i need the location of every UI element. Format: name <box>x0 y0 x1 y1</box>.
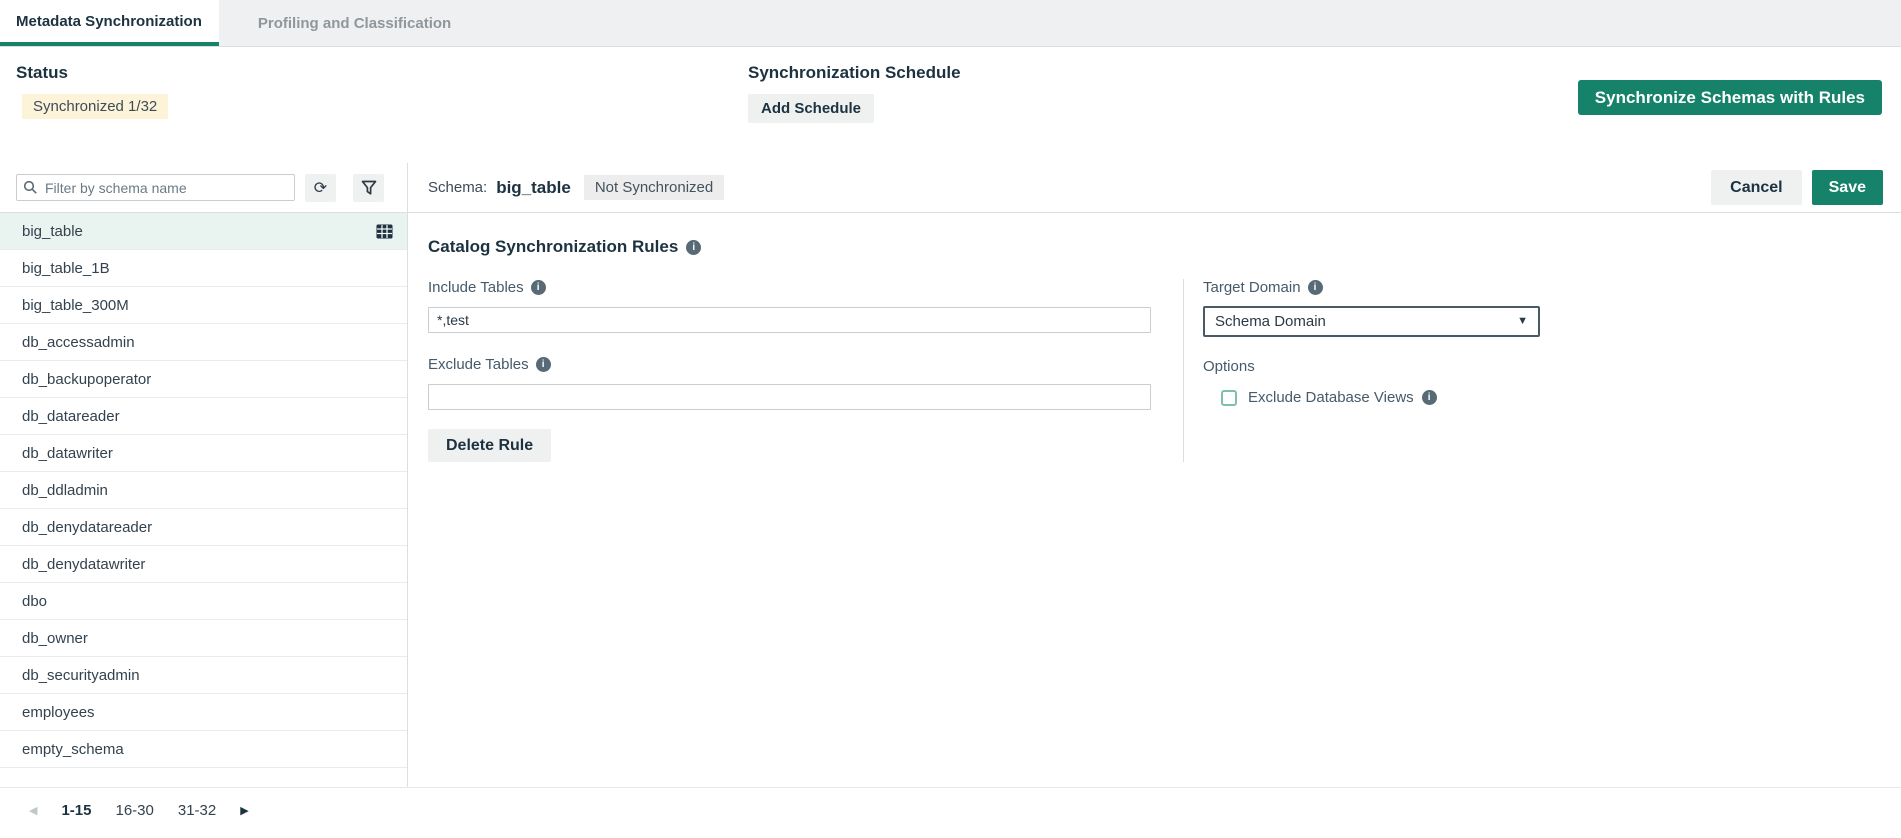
tab-bar: Metadata Synchronization Profiling and C… <box>0 0 1901 47</box>
schema-item-label: db_backupoperator <box>22 370 152 388</box>
schema-list-item[interactable]: empty_schema <box>0 731 407 768</box>
pagination-page-link[interactable]: 1-15 <box>61 802 92 819</box>
sidebar-toolbar: ⟳ <box>0 163 407 213</box>
schema-item-label: dbo <box>22 592 48 610</box>
schema-item-label: empty_schema <box>22 740 124 758</box>
target-domain-select[interactable]: Schema Domain ▼ <box>1203 306 1540 337</box>
table-icon <box>376 224 393 239</box>
pagination-prev-icon[interactable]: ◀ <box>29 805 38 817</box>
exclude-tables-label: Exclude Tables <box>428 356 529 373</box>
schedule-title: Synchronization Schedule <box>748 63 961 82</box>
exclude-views-info-icon[interactable]: i <box>1421 390 1437 405</box>
exclude-views-checkbox[interactable] <box>1221 389 1237 406</box>
schema-list-item[interactable]: db_securityadmin <box>0 657 407 694</box>
exclude-tables-info-icon[interactable]: i <box>535 357 551 372</box>
include-tables-label: Include Tables <box>428 279 524 296</box>
schema-name: big_table <box>496 177 571 197</box>
pagination-next-icon[interactable]: ▶ <box>240 805 249 817</box>
section-info-icon[interactable]: i <box>686 239 702 255</box>
pagination: ◀ 1-15 16-30 31-32 ▶ <box>29 802 1901 819</box>
chevron-down-icon: ▼ <box>1517 315 1528 327</box>
pagination-page-link[interactable]: 31-32 <box>177 802 217 819</box>
synchronize-schemas-button[interactable]: Synchronize Schemas with Rules <box>1577 80 1882 115</box>
schema-list-item[interactable]: big_table_1B <box>0 250 407 287</box>
section-title: Catalog Synchronization Rules <box>428 237 679 256</box>
target-domain-info-icon[interactable]: i <box>1307 280 1323 295</box>
schema-list-item[interactable]: db_backupoperator <box>0 361 407 398</box>
refresh-button[interactable]: ⟳ <box>305 173 336 202</box>
search-icon <box>23 180 38 195</box>
funnel-icon <box>361 180 377 196</box>
schema-list-item[interactable]: db_datawriter <box>0 435 407 472</box>
schedule-block: Synchronization Schedule Add Schedule <box>748 63 961 123</box>
schema-item-label: db_datareader <box>22 407 120 425</box>
schema-item-label: big_table_1B <box>22 259 110 277</box>
exclude-views-label: Exclude Database Views <box>1248 389 1414 406</box>
schema-header: Schema: big_table Not Synchronized Cance… <box>408 163 1901 213</box>
schema-item-label: employees <box>22 703 95 721</box>
schema-sidebar: ⟳ big_table big_table_1B big_table_300M db_… <box>0 163 408 787</box>
schema-item-label: db_owner <box>22 629 88 647</box>
schema-list-item[interactable]: db_denydatareader <box>0 509 407 546</box>
schema-item-label: db_ddladmin <box>22 481 108 499</box>
rules-form: Catalog Synchronization Rules i Include … <box>408 213 1901 462</box>
target-domain-label: Target Domain <box>1203 279 1301 296</box>
schema-label: Schema: <box>428 179 488 196</box>
target-domain-value: Schema Domain <box>1215 313 1326 330</box>
schema-list-item[interactable]: big_table_300M <box>0 287 407 324</box>
main-panel: Schema: big_table Not Synchronized Cance… <box>408 163 1901 787</box>
filter-button[interactable] <box>353 173 384 202</box>
status-badge: Synchronized 1/32 <box>22 94 169 119</box>
top-bar: Status Synchronized 1/32 Synchronization… <box>0 47 1901 163</box>
schema-item-label: db_denydatawriter <box>22 555 146 573</box>
schema-list-item[interactable]: db_denydatawriter <box>0 546 407 583</box>
include-tables-info-icon[interactable]: i <box>530 280 546 295</box>
schema-item-label: db_denydatareader <box>22 518 153 536</box>
content-panel: ⟳ big_table big_table_1B big_table_300M db_… <box>0 163 1901 788</box>
sync-status-badge: Not Synchronized <box>583 175 725 200</box>
schema-item-label: big_table_300M <box>22 296 129 314</box>
exclude-tables-input[interactable] <box>428 384 1151 410</box>
schema-filter-input[interactable] <box>16 174 295 201</box>
schema-list-item[interactable]: db_owner <box>0 620 407 657</box>
schema-item-label: db_datawriter <box>22 444 113 462</box>
schema-item-label: db_securityadmin <box>22 666 140 684</box>
tab-profiling-classification[interactable]: Profiling and Classification <box>257 14 452 32</box>
cancel-button[interactable]: Cancel <box>1711 170 1802 205</box>
schema-list-item[interactable]: db_accessadmin <box>0 324 407 361</box>
rules-right-column: Target Domain i Schema Domain ▼ Options … <box>1183 279 1901 462</box>
schema-list: big_table big_table_1B big_table_300M db_ac… <box>0 213 407 787</box>
rules-left-column: Include Tables i Exclude Tables i Delete… <box>428 279 1151 462</box>
status-block: Status Synchronized 1/32 <box>16 63 169 119</box>
schema-list-item[interactable]: dbo <box>0 583 407 620</box>
save-button[interactable]: Save <box>1811 170 1883 205</box>
schema-list-item[interactable]: big_table <box>0 213 407 250</box>
refresh-icon: ⟳ <box>313 179 328 197</box>
schema-list-item[interactable]: db_datareader <box>0 398 407 435</box>
pagination-page-link[interactable]: 16-30 <box>115 802 154 819</box>
tab-metadata-synchronization[interactable]: Metadata Synchronization <box>0 0 219 46</box>
schema-item-label: db_accessadmin <box>22 333 135 351</box>
schema-list-item[interactable]: db_ddladmin <box>0 472 407 509</box>
schema-item-label: big_table <box>22 222 83 240</box>
options-label: Options <box>1203 358 1255 375</box>
schema-list-item[interactable]: employees <box>0 694 407 731</box>
delete-rule-button[interactable]: Delete Rule <box>428 429 552 462</box>
status-title: Status <box>16 63 68 82</box>
add-schedule-button[interactable]: Add Schedule <box>748 94 875 123</box>
include-tables-input[interactable] <box>428 307 1151 333</box>
